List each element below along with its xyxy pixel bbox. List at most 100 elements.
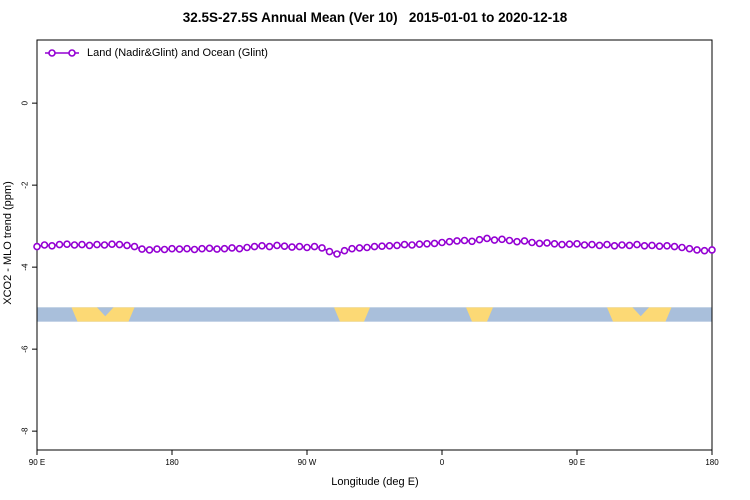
data-point xyxy=(295,242,304,251)
data-point xyxy=(85,241,94,250)
data-point xyxy=(168,244,176,253)
data-point xyxy=(205,244,214,253)
data-point xyxy=(708,246,716,254)
data-point xyxy=(438,238,446,247)
data-point xyxy=(108,240,116,248)
data-point xyxy=(573,240,581,248)
data-point xyxy=(78,240,86,249)
data-point xyxy=(610,242,619,250)
data-point xyxy=(393,241,401,250)
data-point xyxy=(693,246,701,254)
legend-marker-icon xyxy=(68,49,76,57)
data-point xyxy=(580,241,589,249)
data-point xyxy=(603,240,611,249)
x-tick-label: 180 xyxy=(165,458,179,467)
data-point xyxy=(670,242,679,251)
data-point xyxy=(565,240,574,248)
data-point xyxy=(348,244,356,253)
chart-title: 32.5S-27.5S Annual Mean (Ver 10) 2015-01… xyxy=(182,10,568,25)
data-point xyxy=(258,242,266,250)
data-point xyxy=(115,240,124,249)
data-point xyxy=(505,236,514,245)
land-segment xyxy=(334,307,370,322)
data-point xyxy=(235,244,244,253)
data-point xyxy=(303,243,311,252)
data-point xyxy=(378,242,386,250)
data-point xyxy=(250,242,259,251)
data-point xyxy=(63,240,71,248)
data-point xyxy=(70,241,79,249)
data-point xyxy=(385,242,394,250)
data-point xyxy=(325,247,334,256)
data-point xyxy=(430,239,439,248)
data-point xyxy=(648,241,656,250)
data-point xyxy=(618,241,626,249)
data-point xyxy=(318,244,326,252)
data-point xyxy=(588,240,596,249)
data-point xyxy=(175,245,184,253)
data-point xyxy=(513,237,521,246)
data-point xyxy=(408,241,416,249)
data-point xyxy=(700,246,709,255)
data-point xyxy=(340,246,349,255)
data-point xyxy=(123,241,131,250)
data-point xyxy=(355,244,364,252)
data-point xyxy=(633,240,641,249)
land-segment xyxy=(71,307,135,322)
data-point xyxy=(400,240,409,249)
data-point xyxy=(153,245,161,253)
data-point xyxy=(190,245,199,254)
data-point xyxy=(48,242,56,250)
data-point xyxy=(220,244,229,253)
data-point xyxy=(655,242,664,250)
data-point xyxy=(145,246,154,254)
data-point xyxy=(550,240,559,248)
data-point xyxy=(55,240,64,249)
data-point xyxy=(138,245,146,253)
y-tick-label: -6 xyxy=(21,345,30,353)
x-tick-label: 90 E xyxy=(29,458,45,467)
data-point xyxy=(663,242,671,250)
x-axis-label: Longitude (deg E) xyxy=(331,476,419,488)
data-point xyxy=(198,244,206,253)
data-point xyxy=(490,236,499,244)
data-point xyxy=(213,245,221,253)
data-point xyxy=(333,250,341,258)
data-point xyxy=(520,237,529,245)
data-point xyxy=(625,241,634,250)
y-tick-label: -8 xyxy=(21,427,30,435)
data-point xyxy=(370,242,379,251)
legend-label: Land (Nadir&Glint) and Ocean (Glint) xyxy=(87,47,268,59)
data-point xyxy=(40,241,49,249)
data-point xyxy=(475,235,484,244)
data-point xyxy=(535,239,544,248)
data-point xyxy=(228,244,236,252)
data-point xyxy=(468,237,476,246)
data-point xyxy=(528,238,536,247)
data-point xyxy=(595,241,604,250)
data-point xyxy=(498,235,506,244)
y-tick-label: 0 xyxy=(21,100,30,105)
data-point xyxy=(678,243,686,252)
data-point xyxy=(100,241,109,249)
x-tick-label: 180 xyxy=(705,458,719,467)
legend-swatch-icon xyxy=(45,49,79,57)
data-point xyxy=(445,237,454,246)
legend: Land (Nadir&Glint) and Ocean (Glint) xyxy=(44,47,268,59)
data-point xyxy=(93,240,101,249)
data-point xyxy=(363,243,371,252)
y-tick-label: -2 xyxy=(21,181,30,189)
data-point xyxy=(460,236,469,245)
data-point xyxy=(288,243,296,251)
data-point xyxy=(183,244,191,253)
data-point xyxy=(280,242,289,250)
land-segment xyxy=(466,307,493,322)
data-point xyxy=(415,240,424,248)
data-point xyxy=(160,245,169,254)
land-notch xyxy=(97,307,114,317)
data-point xyxy=(33,242,41,251)
y-tick-label: -4 xyxy=(21,263,30,271)
legend-marker-icon xyxy=(48,49,56,57)
